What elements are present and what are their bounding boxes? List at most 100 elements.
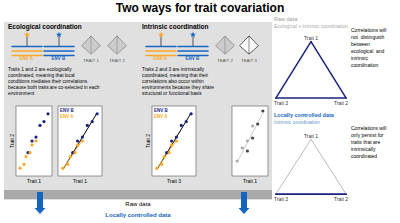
title: Two ways for trait covariation <box>116 1 284 15</box>
point <box>34 139 37 142</box>
leaf-icon: TRAIT 1 <box>82 36 101 63</box>
triangle: Trait 1 Trait 3 Trait 2 <box>274 133 348 202</box>
arrow <box>35 192 46 214</box>
panel <box>4 22 272 200</box>
plot-frame <box>16 106 52 176</box>
icon-label: TRAIT 2 <box>217 58 233 63</box>
vertex-label: Trait 1 <box>304 133 318 139</box>
vertex-label: Trait 3 <box>274 100 288 106</box>
point <box>160 163 163 166</box>
point <box>261 109 264 112</box>
icon-label: TRAIT 1 <box>83 58 99 63</box>
leaf-vein <box>225 36 226 54</box>
leaf-icon: TRAIT 3 <box>240 36 259 63</box>
tree-top <box>56 32 62 38</box>
fit-line <box>63 113 97 170</box>
landscape-line <box>12 50 42 52</box>
landscape-icon: ENV B <box>178 32 208 61</box>
tree-top <box>158 32 164 38</box>
point <box>246 149 249 152</box>
point <box>155 167 158 170</box>
point <box>30 143 33 146</box>
point <box>81 139 84 142</box>
point <box>18 167 21 170</box>
point <box>86 124 89 127</box>
point <box>168 151 171 154</box>
point <box>241 146 244 149</box>
plot-frame <box>152 106 196 176</box>
point <box>246 139 249 142</box>
vertex-label: Trait 2 <box>334 100 348 106</box>
point <box>170 143 173 146</box>
point <box>76 143 79 146</box>
fit-line <box>63 140 83 169</box>
point <box>236 159 239 162</box>
fit-line <box>157 113 191 170</box>
point <box>175 136 178 139</box>
legend-entry: ENV A <box>60 114 74 119</box>
point <box>96 112 99 115</box>
point <box>38 124 41 127</box>
leaf-vein <box>249 36 250 54</box>
point <box>66 163 69 166</box>
section-label: Intrinsic coordination <box>274 119 320 125</box>
point <box>42 120 45 123</box>
leaf-icon: TRAIT 2 <box>108 36 127 63</box>
point <box>170 139 173 142</box>
plot-area <box>61 112 98 170</box>
plot-frame <box>58 106 102 176</box>
vertex-label: Trait 3 <box>274 196 288 202</box>
tree-trunk <box>161 36 162 46</box>
triangle-edge <box>311 42 346 99</box>
legend-entry: ENV B <box>60 108 75 113</box>
point <box>91 120 94 123</box>
legend-entry: ENV A <box>154 114 168 119</box>
point <box>76 139 79 142</box>
leaf-vein <box>91 36 92 54</box>
leaf <box>82 36 101 54</box>
bottom-label: Locally controlled data <box>105 212 171 218</box>
fit-line <box>237 113 263 162</box>
bar <box>4 190 272 199</box>
plot-area <box>155 112 192 170</box>
x-label: Trait 1 <box>243 178 257 184</box>
point <box>34 136 37 139</box>
y-label: Trait 2 <box>145 134 151 148</box>
tree-top <box>190 32 196 38</box>
vertex-label: Trait 2 <box>334 196 348 202</box>
explanation: Correlations willnot distinguishbetweene… <box>351 27 386 68</box>
landscape-line <box>146 50 176 52</box>
x-label: Trait 3 <box>167 178 181 184</box>
tree-trunk <box>59 36 60 46</box>
fit-line <box>157 140 177 169</box>
section-label: Raw data <box>274 16 298 22</box>
description: Traits 2 and 3 are intrinsicallycoordina… <box>142 67 214 97</box>
point <box>74 151 77 154</box>
icon-label: ENV A <box>20 56 34 61</box>
icon-label: ENV B <box>186 56 201 61</box>
figure: Two ways for trait covariation Ecological… <box>0 0 400 223</box>
leaf <box>108 36 127 54</box>
description: Traits 1 and 2 are ecologicallycoordinat… <box>8 67 100 97</box>
leaf <box>216 36 235 54</box>
leaf-icon: TRAIT 2 <box>216 36 235 63</box>
leaf <box>240 36 259 54</box>
point <box>251 124 254 127</box>
point <box>163 155 166 158</box>
vertex-label: Trait 1 <box>304 35 318 41</box>
point <box>69 155 72 158</box>
tree-trunk <box>193 36 194 46</box>
landscape-icon: ENV A <box>12 32 42 61</box>
triangle-edge <box>276 42 311 99</box>
plot-frame <box>232 106 268 176</box>
leaf-vein <box>117 36 118 54</box>
section-title: Ecological coordination <box>8 23 82 31</box>
point <box>61 167 64 170</box>
icon-label: ENV B <box>52 56 67 61</box>
triangle-edge <box>311 139 346 194</box>
y-label: Trait 2 <box>9 134 15 148</box>
bottom-label: Raw data <box>125 201 151 207</box>
triangle: Trait 1 Trait 3 Trait 2 <box>274 35 348 106</box>
icon-label: TRAIT 3 <box>241 58 257 63</box>
plot-area <box>18 112 49 170</box>
